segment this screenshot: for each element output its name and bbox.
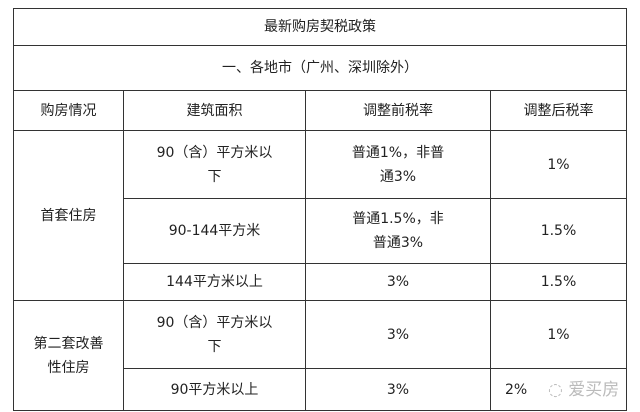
watermark-text: 爱买房 <box>568 380 620 400</box>
table-row: 90平方米以上 3% 2% <box>14 368 627 411</box>
before-cell: 3% <box>305 263 491 301</box>
table-row: 90-144平方米 普通1.5%，非普通3% 1.5% <box>14 198 627 264</box>
header-cell: 购房情况 <box>13 90 124 131</box>
after-cell: 1% <box>490 300 627 369</box>
header-cell: 调整后税率 <box>490 90 627 131</box>
table-title: 最新购房契税政策 <box>13 8 627 46</box>
table-row: 第二套改善性住房 90（含）平方米以下 3% 1% <box>13 300 627 411</box>
area-cell: 90-144平方米 <box>123 198 306 264</box>
table-row: 首套住房 90（含）平方米以下 普通1%，非普通3% 1% <box>13 130 627 301</box>
area-cell: 90平方米以上 <box>123 368 306 411</box>
wechat-icon: ◌ <box>548 380 569 400</box>
before-cell: 普通1%，非普通3% <box>305 130 491 199</box>
after-cell: 1.5% <box>490 198 627 264</box>
after-cell: 1.5% <box>490 263 627 301</box>
table-row: 144平方米以上 3% 1.5% <box>14 263 627 301</box>
group-cell: 第二套改善性住房 <box>13 300 124 411</box>
before-cell: 3% <box>305 300 491 369</box>
table-subtitle: 一、各地市（广州、深圳除外） <box>13 45 627 91</box>
tax-policy-table: 最新购房契税政策 一、各地市（广州、深圳除外） 购房情况 建筑面积 调整前税率 … <box>13 8 627 411</box>
before-cell: 3% <box>305 368 491 411</box>
area-cell: 90（含）平方米以下 <box>123 300 306 369</box>
area-cell: 90（含）平方米以下 <box>123 130 306 199</box>
header-cell: 建筑面积 <box>123 90 306 131</box>
area-cell: 144平方米以上 <box>123 263 306 301</box>
group-cell: 首套住房 <box>13 130 124 301</box>
before-cell: 普通1.5%，非普通3% <box>305 198 491 264</box>
watermark: ◌ 爱买房 <box>548 380 619 400</box>
header-row: 购房情况 建筑面积 调整前税率 调整后税率 <box>13 90 627 131</box>
after-cell: 1% <box>490 130 627 199</box>
header-cell: 调整前税率 <box>305 90 491 131</box>
after-cell: 2% <box>490 368 627 411</box>
